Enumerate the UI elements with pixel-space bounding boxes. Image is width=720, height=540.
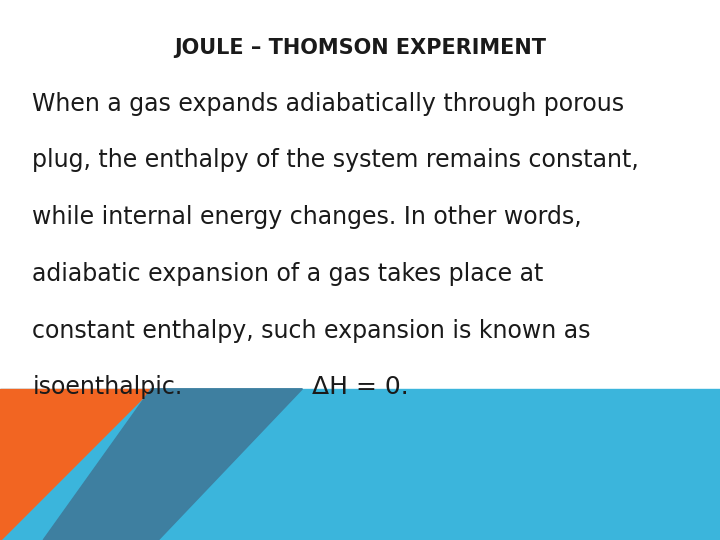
Text: JOULE – THOMSON EXPERIMENT: JOULE – THOMSON EXPERIMENT: [174, 38, 546, 58]
Text: ΔH = 0.: ΔH = 0.: [312, 375, 408, 399]
Text: isoenthalpic.: isoenthalpic.: [32, 375, 183, 399]
Text: plug, the enthalpy of the system remains constant,: plug, the enthalpy of the system remains…: [32, 148, 639, 172]
Polygon shape: [0, 389, 151, 540]
Text: adiabatic expansion of a gas takes place at: adiabatic expansion of a gas takes place…: [32, 262, 544, 286]
Text: while internal energy changes. In other words,: while internal energy changes. In other …: [32, 205, 582, 229]
Text: constant enthalpy, such expansion is known as: constant enthalpy, such expansion is kno…: [32, 319, 591, 342]
Polygon shape: [0, 389, 720, 540]
Polygon shape: [43, 389, 302, 540]
Text: When a gas expands adiabatically through porous: When a gas expands adiabatically through…: [32, 92, 624, 116]
